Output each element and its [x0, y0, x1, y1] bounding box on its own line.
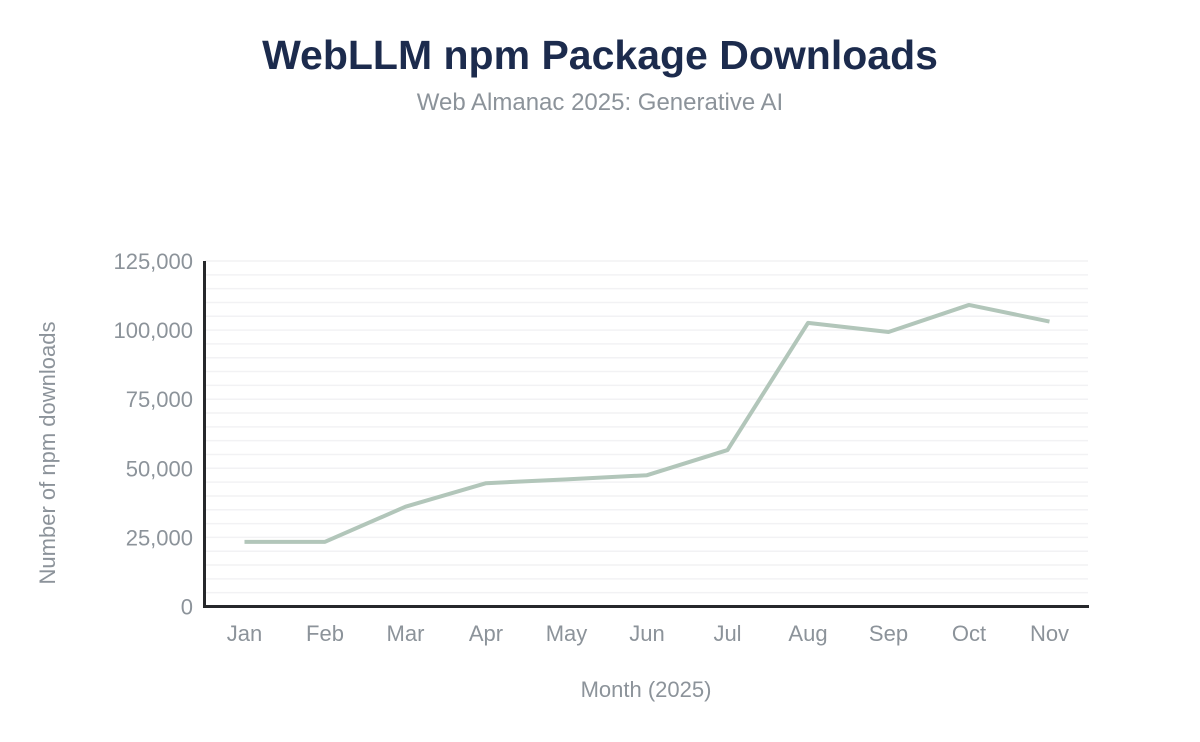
x-tick-label: Nov — [1030, 621, 1069, 646]
x-tick-label: Jan — [227, 621, 262, 646]
y-tick-label: 100,000 — [113, 318, 193, 343]
x-tick-label: Jun — [629, 621, 664, 646]
x-tick-label: Apr — [469, 621, 503, 646]
y-tick-label: 50,000 — [126, 456, 193, 481]
x-tick-label: Jul — [713, 621, 741, 646]
chart-subtitle: Web Almanac 2025: Generative AI — [416, 89, 784, 116]
y-tick-label: 0 — [181, 595, 193, 620]
chart-title: WebLLM npm Package Downloads — [262, 32, 938, 78]
x-tick-label: Oct — [952, 621, 986, 646]
data-line-webllm-downloads — [244, 302, 1050, 544]
x-tick-label: May — [546, 621, 588, 646]
x-axis-title: Month (2025) — [580, 677, 712, 702]
x-tick-label: Feb — [306, 621, 344, 646]
axis-lines — [203, 261, 1089, 608]
x-tick-label: Aug — [788, 621, 827, 646]
y-tick-label: 75,000 — [126, 387, 193, 412]
y-tick-label: 25,000 — [126, 525, 193, 550]
x-tick-label: Sep — [869, 621, 908, 646]
y-tick-label: 125,000 — [113, 249, 193, 274]
x-tick-label: Mar — [387, 621, 425, 646]
